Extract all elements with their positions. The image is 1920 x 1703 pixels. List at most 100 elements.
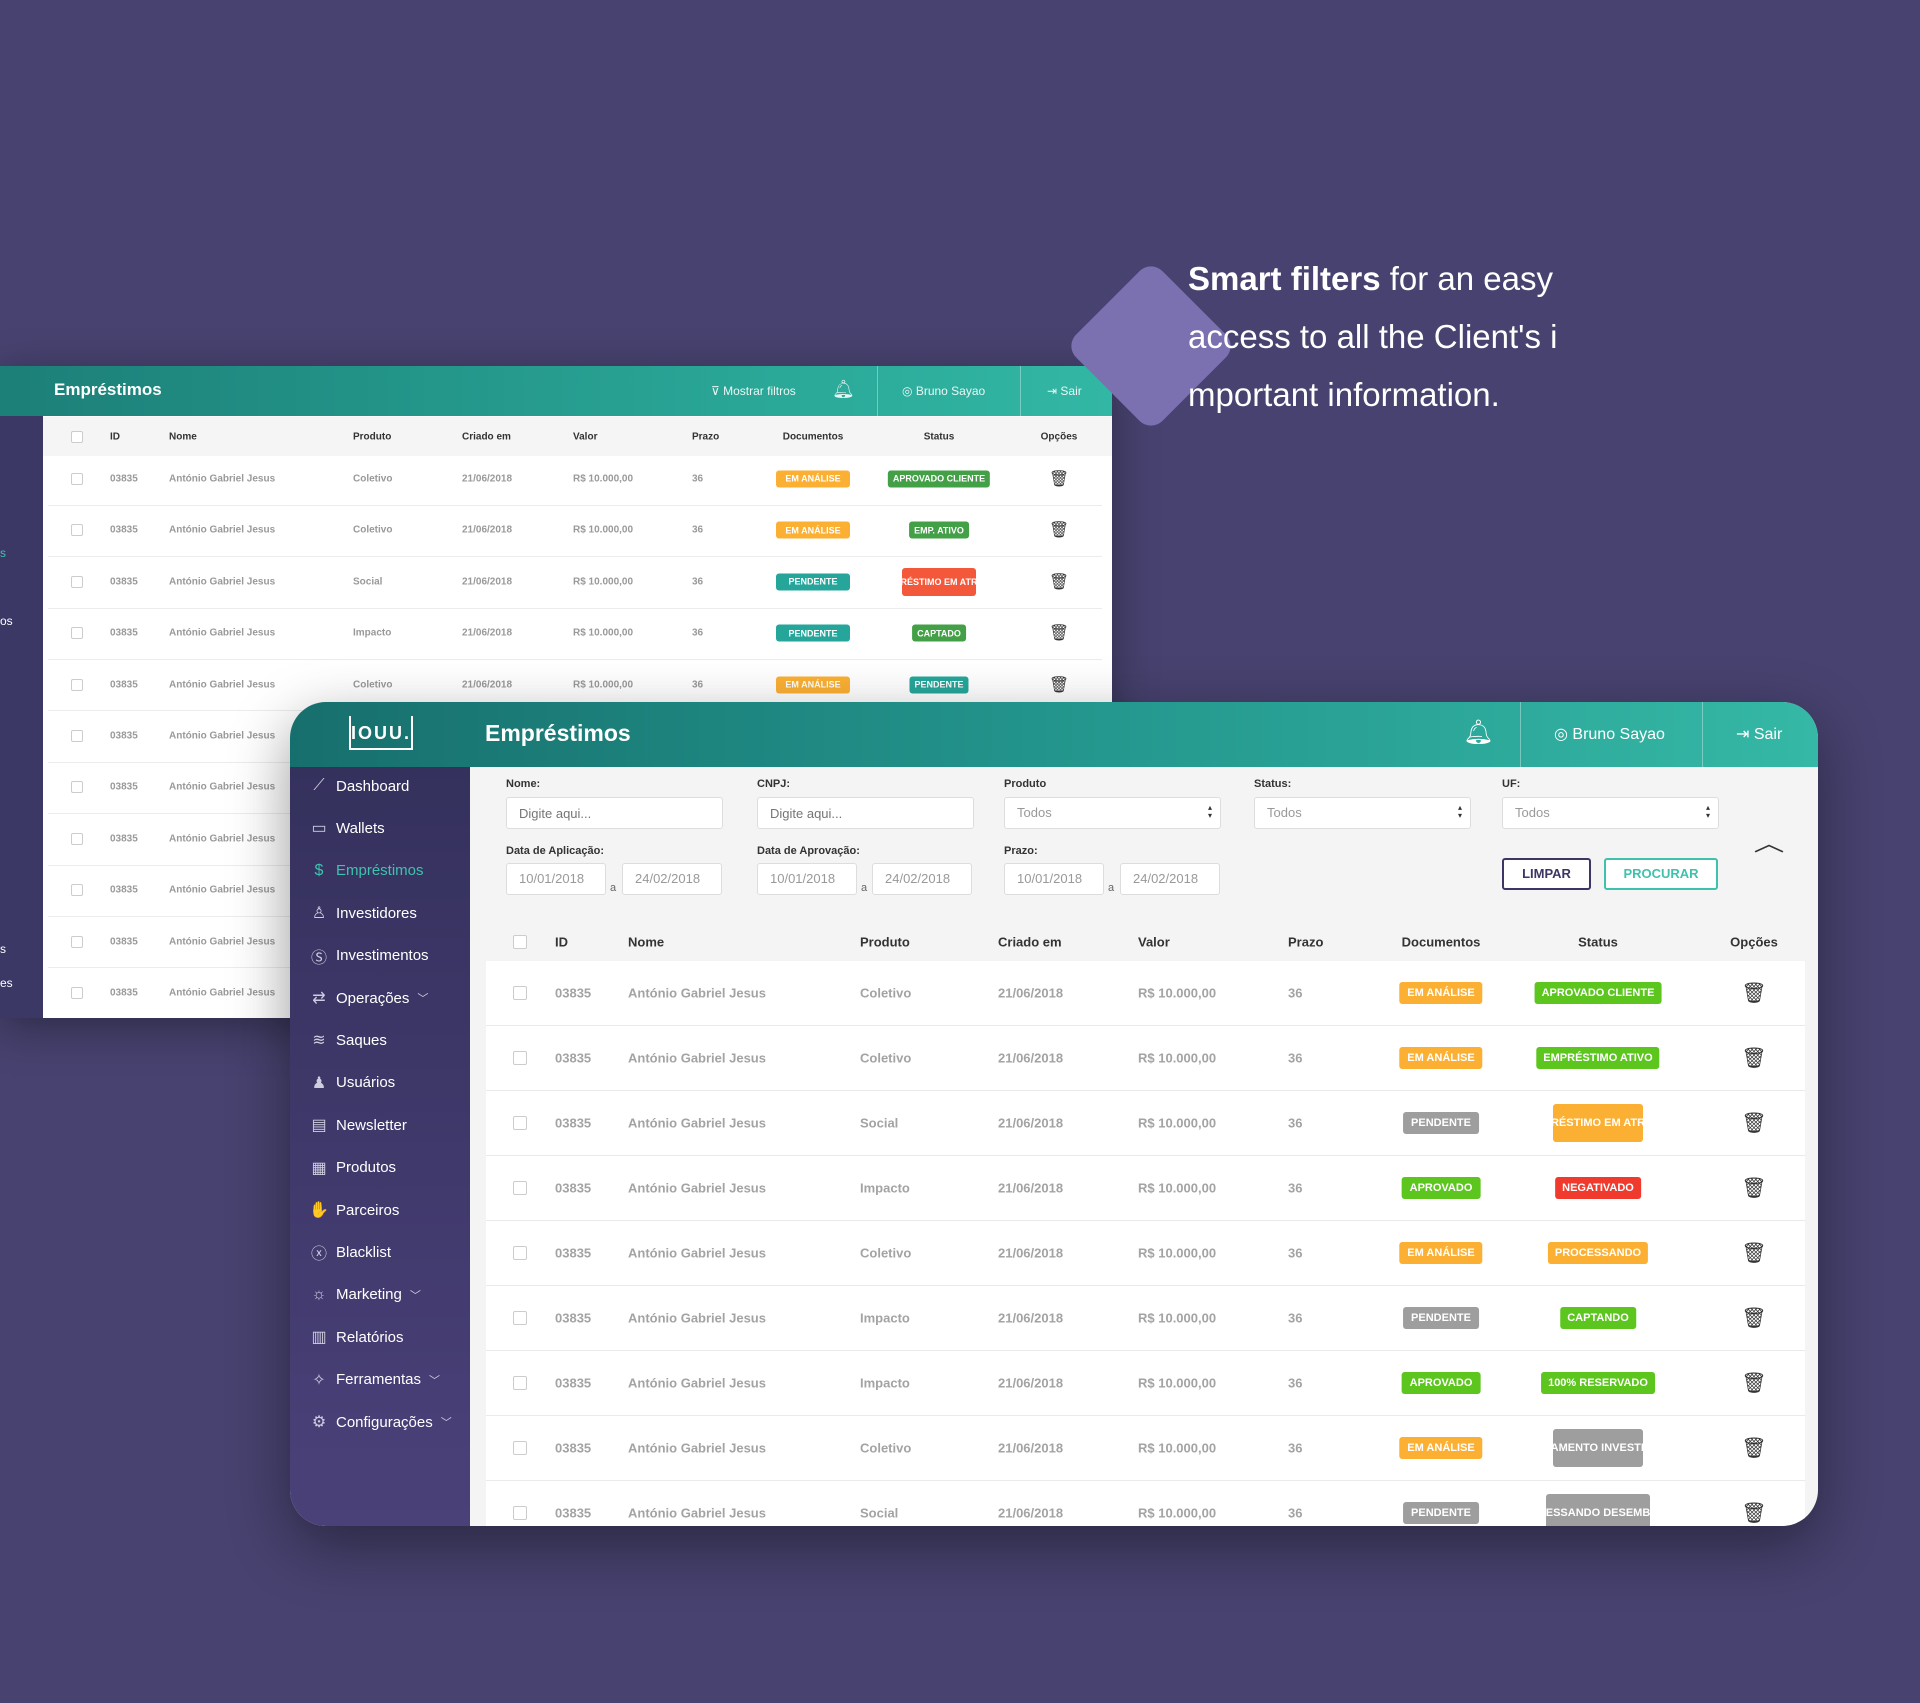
row-checkbox[interactable] — [71, 575, 83, 588]
clear-button[interactable]: LIMPAR — [1502, 858, 1591, 890]
row-checkbox[interactable] — [71, 832, 83, 845]
prazo-cell: 36 — [1288, 1115, 1303, 1131]
nome-cell: António Gabriel Jesus — [169, 730, 276, 742]
sidebar-item-saques[interactable]: ≋ Saques — [290, 1021, 470, 1059]
trash-icon[interactable]: 🗑︎ — [1048, 522, 1070, 540]
trash-icon[interactable]: 🗑︎ — [1741, 1372, 1767, 1395]
sidebar-item-operacoes[interactable]: ⇄ Operações ﹀ — [290, 979, 470, 1017]
status-badge: EMPRÉSTIMO ATIVO — [1536, 1047, 1660, 1069]
row-checkbox[interactable] — [513, 1246, 527, 1260]
row-checkbox[interactable] — [71, 473, 83, 485]
sidebar-item-dashboard[interactable]: ⟋ Dashboard — [290, 767, 470, 805]
column-header: Nome — [628, 934, 665, 950]
trash-icon[interactable]: 🗑︎ — [1741, 1047, 1767, 1070]
user-menu[interactable]: ◎ Bruno Sayao — [902, 384, 985, 398]
produto-cell: Social — [860, 1505, 899, 1521]
produto-cell: Impacto — [860, 1310, 910, 1326]
sidebar-item-investimentos[interactable]: Ⓢ Investimentos — [290, 937, 470, 975]
bell-icon[interactable]: 🔔︎ — [1463, 719, 1494, 746]
row-checkbox[interactable] — [513, 986, 527, 1000]
trash-icon[interactable]: 🗑︎ — [1048, 625, 1070, 643]
nome-cell: António Gabriel Jesus — [628, 1440, 766, 1456]
nome-cell: António Gabriel Jesus — [169, 679, 276, 691]
nome-cell: António Gabriel Jesus — [628, 1505, 766, 1521]
sidebar-item-ferramentas[interactable]: ✧ Ferramentas ﹀ — [290, 1361, 470, 1399]
trash-icon[interactable]: 🗑︎ — [1741, 1112, 1767, 1135]
divider — [877, 366, 878, 416]
sidebar-item-label: Investimentos — [336, 947, 429, 965]
sidebar-item-emprestimos[interactable]: $ Empréstimos — [290, 852, 470, 890]
report-icon: ▥ — [311, 1329, 327, 1347]
search-button[interactable]: PROCURAR — [1604, 858, 1718, 890]
sidebar-item-blacklist[interactable]: ⓧ Blacklist — [290, 1233, 470, 1271]
row-checkbox[interactable] — [71, 524, 83, 537]
status-select[interactable]: Todos — [1254, 797, 1471, 829]
row-checkbox[interactable] — [513, 1441, 527, 1455]
collapse-chevron-up-icon[interactable]: ︿ — [1753, 831, 1785, 856]
logout-button[interactable]: ⇥ Sair — [1736, 724, 1782, 744]
row-checkbox[interactable] — [513, 1051, 527, 1065]
trash-icon[interactable]: 🗑︎ — [1741, 1437, 1767, 1460]
sidebar-item-newsletter[interactable]: ▤ Newsletter — [290, 1106, 470, 1144]
nome-input[interactable] — [506, 797, 723, 829]
prazo-to[interactable]: 24/02/2018 — [1120, 863, 1220, 895]
trash-icon[interactable]: 🗑︎ — [1048, 676, 1070, 694]
grid-icon: ▦ — [311, 1159, 327, 1177]
nome-cell: António Gabriel Jesus — [169, 524, 276, 536]
sidebar-item-usuarios[interactable]: ♟ Usuários — [290, 1064, 470, 1102]
valor-cell: R$ 10.000,00 — [1138, 1310, 1217, 1326]
row-checkbox[interactable] — [71, 678, 83, 691]
user-icon: ◎ — [902, 384, 916, 398]
sidebar-item-investidores[interactable]: ♙ Investidores — [290, 894, 470, 932]
produto-select[interactable]: Todos — [1004, 797, 1221, 829]
x-circle-icon: ⓧ — [310, 1246, 327, 1264]
select-all-checkbox[interactable] — [513, 935, 527, 949]
sidebar-item-produtos[interactable]: ▦ Produtos — [290, 1149, 470, 1187]
row-checkbox[interactable] — [513, 1376, 527, 1390]
trash-icon[interactable]: 🗑︎ — [1741, 982, 1767, 1005]
trash-icon[interactable]: 🗑︎ — [1741, 1502, 1767, 1525]
row-checkbox[interactable] — [513, 1311, 527, 1325]
uf-select[interactable]: Todos — [1502, 797, 1719, 829]
column-header: Documentos — [782, 431, 844, 443]
user-menu[interactable]: ◎ Bruno Sayao — [1554, 724, 1665, 744]
data-aplicacao-to[interactable]: 24/02/2018 — [622, 863, 722, 895]
row-checkbox[interactable] — [71, 935, 83, 948]
status-badge: CAPTADO — [912, 624, 966, 642]
column-header: Opções — [1040, 431, 1078, 443]
trash-icon[interactable]: 🗑︎ — [1741, 1177, 1767, 1200]
id-cell: 03835 — [110, 473, 138, 485]
sidebar-item-configuracoes[interactable]: ⚙ Configurações ﹀ — [290, 1403, 470, 1441]
trash-icon[interactable]: 🗑︎ — [1741, 1242, 1767, 1265]
show-filters-button[interactable]: ⊽ Mostrar filtros — [711, 384, 796, 398]
column-header: Produto — [860, 934, 910, 950]
sidebar-item-marketing[interactable]: ☼ Marketing ﹀ — [290, 1276, 470, 1314]
id-cell: 03835 — [555, 1050, 592, 1066]
row-checkbox[interactable] — [513, 1181, 527, 1195]
row-checkbox[interactable] — [71, 987, 83, 999]
trash-icon[interactable]: 🗑︎ — [1048, 573, 1070, 591]
trash-icon[interactable]: 🗑︎ — [1741, 1307, 1767, 1330]
sidebar-item-relatorios[interactable]: ▥ Relatórios — [290, 1318, 470, 1356]
prazo-from[interactable]: 10/01/2018 — [1004, 863, 1104, 895]
row-checkbox[interactable] — [513, 1116, 527, 1130]
row-checkbox[interactable] — [71, 781, 83, 794]
data-aprovacao-to[interactable]: 24/02/2018 — [872, 863, 972, 895]
sidebar-item-parceiros[interactable]: ✋ Parceiros — [290, 1191, 470, 1229]
cnpj-input[interactable] — [757, 797, 974, 829]
row-checkbox[interactable] — [513, 1506, 527, 1520]
data-aprovacao-from[interactable]: 10/01/2018 — [757, 863, 857, 895]
valor-cell: R$ 10.000,00 — [1138, 1050, 1217, 1066]
valor-cell: R$ 10.000,00 — [573, 473, 634, 485]
sidebar-item-label: Dashboard — [336, 777, 410, 795]
logout-button[interactable]: ⇥ Sair — [1047, 384, 1082, 398]
select-all-checkbox[interactable] — [71, 431, 83, 443]
trash-icon[interactable]: 🗑︎ — [1048, 471, 1070, 488]
row-checkbox[interactable] — [71, 884, 83, 897]
data-aplicacao-from[interactable]: 10/01/2018 — [506, 863, 606, 895]
row-checkbox[interactable] — [71, 730, 83, 742]
sidebar-item-wallets[interactable]: ▭ Wallets — [290, 809, 470, 847]
bell-icon[interactable]: 🔔︎ — [832, 379, 855, 399]
loans-window: IOUU. Empréstimos 🔔︎ ◎ Bruno Sayao ⇥ Sai… — [290, 702, 1818, 1526]
row-checkbox[interactable] — [71, 627, 83, 640]
